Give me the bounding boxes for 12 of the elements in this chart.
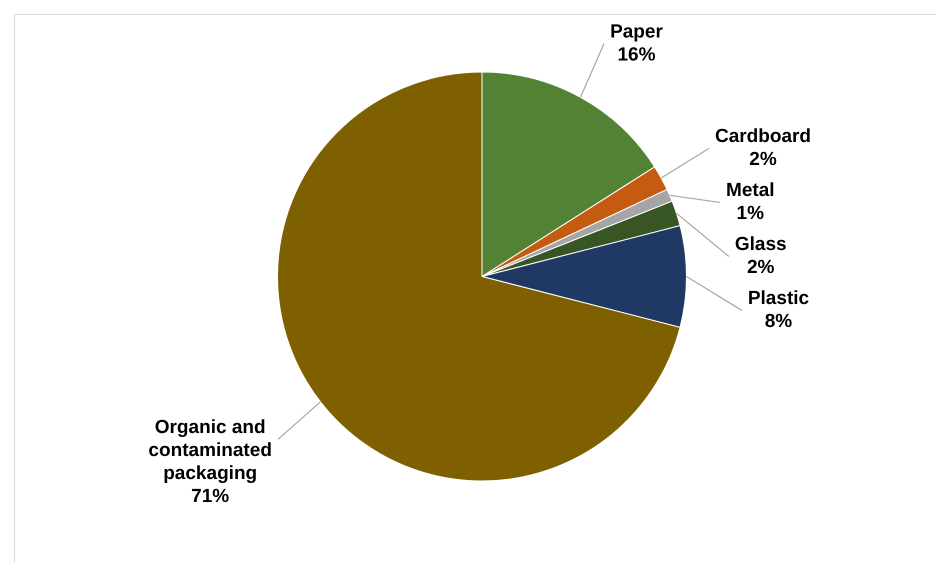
data-label: 16%: [617, 44, 656, 66]
data-label: 1%: [736, 203, 764, 224]
slice-label: Glass: [734, 234, 787, 256]
slice-label: Cardboard: [714, 126, 812, 148]
slice-label: Plastic: [748, 288, 810, 310]
slice-label: Metal: [726, 180, 775, 202]
data-label: 2%: [746, 257, 775, 278]
slice-label: Paper: [610, 21, 664, 42]
slice-label: Organic and contaminated packaging: [148, 417, 272, 484]
data-label: 71%: [191, 486, 230, 508]
data-label: 8%: [764, 311, 792, 332]
data-label: 2%: [749, 149, 777, 170]
